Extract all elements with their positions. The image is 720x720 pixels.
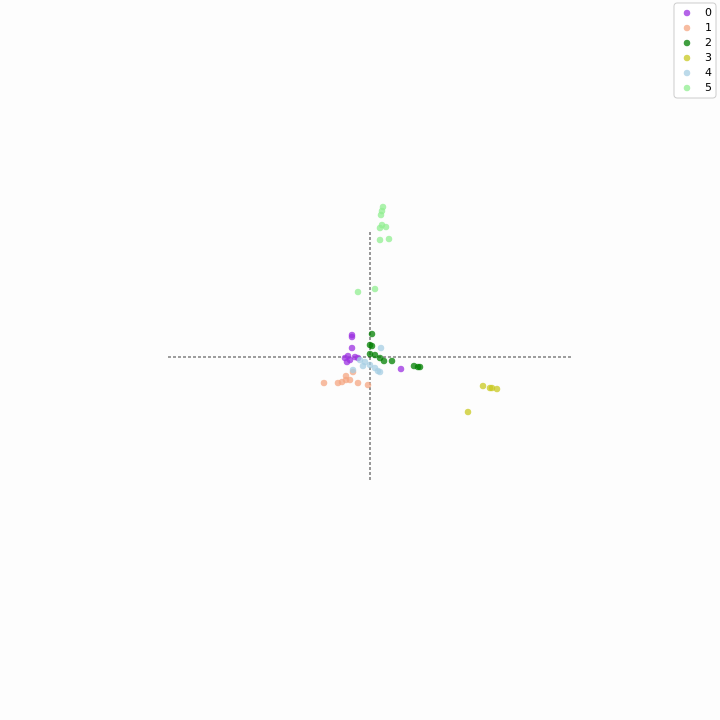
- point: [377, 344, 385, 352]
- point: [343, 358, 351, 366]
- point: [320, 379, 328, 387]
- legend-marker: [683, 9, 691, 17]
- point: [368, 342, 376, 350]
- legend-marker: [683, 54, 691, 62]
- legend-label: 0: [705, 6, 712, 19]
- legend-label: 5: [705, 81, 712, 94]
- point: [354, 379, 362, 387]
- point: [366, 361, 374, 369]
- point: [376, 224, 384, 232]
- point: [464, 408, 472, 416]
- point: [385, 235, 393, 243]
- point: [388, 357, 396, 365]
- point: [371, 285, 379, 293]
- point: [371, 351, 379, 359]
- point: [349, 366, 357, 374]
- point: [354, 288, 362, 296]
- point: [376, 236, 384, 244]
- legend-marker: [683, 39, 691, 47]
- point: [377, 211, 385, 219]
- point: [493, 385, 501, 393]
- legend-label: 2: [705, 36, 712, 49]
- point: [348, 333, 356, 341]
- point: [380, 357, 388, 365]
- point: [342, 372, 350, 380]
- point: [416, 363, 424, 371]
- point: [488, 384, 496, 392]
- point: [368, 330, 376, 338]
- point: [366, 350, 374, 358]
- legend-marker: [683, 69, 691, 77]
- legend-label: 3: [705, 51, 712, 64]
- point: [359, 362, 367, 370]
- point: [376, 368, 384, 376]
- point: [356, 356, 364, 364]
- point: [346, 376, 354, 384]
- legend-label: 4: [705, 66, 712, 79]
- legend-marker: [683, 84, 691, 92]
- point: [364, 381, 372, 389]
- legend-marker: [683, 24, 691, 32]
- point: [479, 382, 487, 390]
- point: [397, 365, 405, 373]
- legend-label: 1: [705, 21, 712, 34]
- point: [348, 344, 356, 352]
- point: [382, 223, 390, 231]
